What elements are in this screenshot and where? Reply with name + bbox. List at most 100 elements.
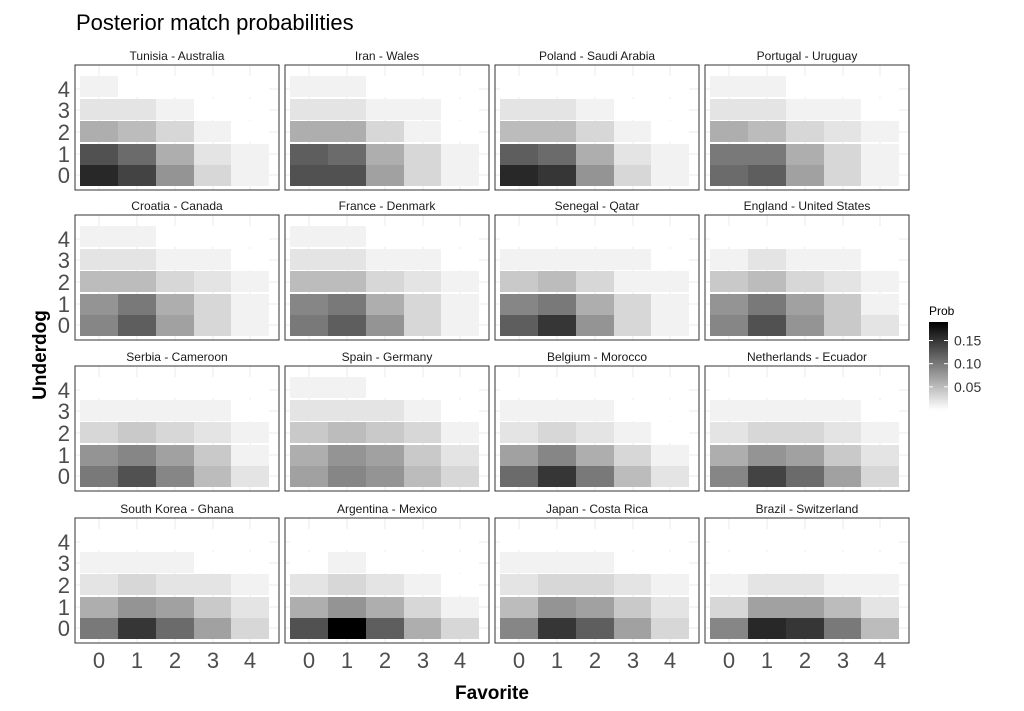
heatmap-cell (538, 144, 576, 165)
heatmap-cell (651, 249, 689, 270)
heatmap-cell (328, 294, 366, 315)
heatmap-cell (118, 226, 156, 247)
heatmap-cell (328, 529, 366, 550)
heatmap-cell (576, 121, 614, 142)
panel-border (74, 64, 280, 191)
heatmap-cell (786, 294, 824, 315)
heatmap-cell (576, 76, 614, 97)
heatmap-cell (861, 422, 899, 443)
heatmap-cell (786, 529, 824, 550)
heatmap-cell (538, 249, 576, 270)
heatmap-cell (118, 99, 156, 120)
heatmap-cell (500, 574, 538, 595)
heatmap-cell (441, 618, 479, 639)
heatmap-cell (710, 121, 748, 142)
heatmap-cell (231, 377, 269, 398)
panel-border (704, 365, 910, 492)
x-tick-label: 1 (341, 648, 353, 673)
heatmap-cell (156, 552, 194, 573)
heatmap-cell (651, 400, 689, 421)
heatmap-cell (231, 144, 269, 165)
heatmap-cell (861, 249, 899, 270)
heatmap-cell (861, 76, 899, 97)
x-tick-label: 2 (169, 648, 181, 673)
heatmap-cell (538, 294, 576, 315)
heatmap-cell (118, 618, 156, 639)
facet-panel: South Korea - Ghana (74, 502, 280, 644)
heatmap-cell (538, 597, 576, 618)
heatmap-cell (748, 226, 786, 247)
heatmap-cell (118, 121, 156, 142)
y-tick-label: 2 (58, 421, 70, 446)
legend-color-step (929, 386, 948, 389)
heatmap-cell (366, 552, 404, 573)
heatmap-cell (328, 226, 366, 247)
heatmap-cell (710, 76, 748, 97)
heatmap-cell (80, 445, 118, 466)
legend-color-step (929, 406, 948, 409)
facet-panel: Spain - Germany (284, 350, 490, 492)
heatmap-cell (194, 144, 232, 165)
legend-color-step (929, 364, 948, 367)
heatmap-cell (710, 377, 748, 398)
heatmap-cell (861, 574, 899, 595)
heatmap-cell (231, 529, 269, 550)
legend: Prob 0.15 0.10 0.05 (929, 304, 981, 411)
x-tick-label: 3 (627, 648, 639, 673)
heatmap-cell (651, 294, 689, 315)
heatmap-cell (290, 76, 328, 97)
heatmap-cell (194, 466, 232, 487)
heatmap-cell (748, 466, 786, 487)
heatmap-cell (861, 597, 899, 618)
heatmap-cell (710, 249, 748, 270)
heatmap-cell (328, 552, 366, 573)
heatmap-cell (710, 271, 748, 292)
heatmap-cell (441, 165, 479, 186)
legend-color-step (929, 362, 948, 365)
facet-title: Japan - Costa Rica (546, 502, 648, 516)
heatmap-cell (441, 271, 479, 292)
legend-color-step (929, 350, 948, 353)
heatmap-cell (824, 400, 862, 421)
y-tick-label: 1 (58, 443, 70, 468)
heatmap-cell (80, 271, 118, 292)
heatmap-cell (576, 466, 614, 487)
legend-color-step (929, 322, 948, 325)
facet-panel: Netherlands - Ecuador (704, 350, 910, 492)
heatmap-cell (290, 377, 328, 398)
heatmap-cell (441, 552, 479, 573)
heatmap-cell (651, 226, 689, 247)
heatmap-cell (614, 466, 652, 487)
heatmap-cell (328, 99, 366, 120)
heatmap-cell (651, 529, 689, 550)
heatmap-cell (118, 529, 156, 550)
legend-color-step (929, 380, 948, 383)
heatmap-cell (748, 422, 786, 443)
heatmap-cell (156, 422, 194, 443)
heatmap-cell (710, 315, 748, 336)
heatmap-cell (861, 466, 899, 487)
heatmap-cell (156, 315, 194, 336)
heatmap-cell (500, 466, 538, 487)
facet-panel: Belgium - Morocco (494, 350, 700, 492)
heatmap-cell (651, 618, 689, 639)
heatmap-cell (194, 226, 232, 247)
heatmap-cell (156, 121, 194, 142)
heatmap-cell (290, 445, 328, 466)
heatmap-cell (156, 271, 194, 292)
heatmap-cell (651, 597, 689, 618)
heatmap-cell (576, 271, 614, 292)
heatmap-cell (231, 422, 269, 443)
facet-panel: Senegal - Qatar (494, 199, 700, 341)
facet-panel: Croatia - Canada (74, 199, 280, 341)
y-tick-label: 4 (58, 530, 70, 555)
heatmap-cell (710, 552, 748, 573)
heatmap-cell (404, 165, 442, 186)
y-tick-label: 4 (58, 227, 70, 252)
panel-border (74, 214, 280, 341)
heatmap-cell (290, 121, 328, 142)
heatmap-cell (156, 294, 194, 315)
heatmap-cell (651, 445, 689, 466)
heatmap-cell (404, 597, 442, 618)
y-tick-label: 1 (58, 142, 70, 167)
